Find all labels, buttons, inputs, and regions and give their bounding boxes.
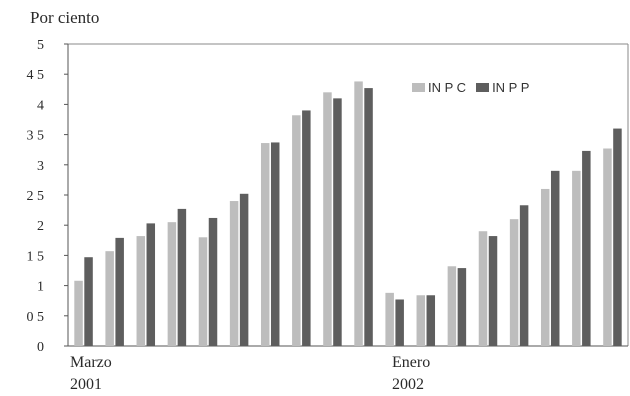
legend: IN P C IN P P (412, 80, 539, 95)
y-tick-label: 3 5 (27, 129, 45, 144)
bar-inpc-1 (74, 280, 83, 346)
bar-inpp-5 (208, 217, 218, 346)
bar-inpc-7 (260, 143, 270, 346)
bar-inpp-14 (488, 236, 498, 346)
legend-item-inpp: IN P P (476, 80, 529, 95)
bar-inpc-8 (292, 115, 301, 346)
bar-inpc-2 (105, 251, 114, 346)
bar-inpc-11 (385, 292, 394, 346)
x-category-month-start: Marzo (70, 354, 112, 371)
bar-inpp-15 (519, 205, 529, 346)
y-tick-label: 2 5 (27, 189, 45, 204)
y-tick-label: 0 5 (27, 310, 45, 325)
bar-inpp-12 (426, 295, 436, 346)
bar-inpp-3 (146, 223, 156, 346)
bar-inpp-11 (395, 299, 404, 346)
bar-inpc-4 (167, 222, 177, 346)
bar-inpc-10 (354, 81, 363, 346)
bar-inpp-1 (84, 257, 93, 346)
bar-inpp-4 (177, 208, 187, 346)
legend-swatch-inpc (412, 83, 425, 92)
y-tick-label: 5 (37, 38, 44, 53)
y-tick-label: 1 (37, 280, 44, 295)
y-tick-label: 3 (37, 159, 44, 174)
legend-label-inpp: IN P P (492, 80, 530, 95)
bar-inpc-14 (478, 231, 488, 346)
bar-inpp-16 (550, 170, 560, 346)
y-tick-label: 1 5 (27, 249, 45, 264)
bar-inpc-9 (323, 92, 332, 346)
y-tick-label: 4 (37, 98, 44, 113)
bar-inpc-18 (603, 148, 612, 346)
bar-inpp-2 (115, 237, 124, 346)
bar-inpc-17 (572, 170, 581, 346)
legend-item-inpc: IN P C (412, 80, 466, 95)
bar-inpp-7 (270, 142, 280, 346)
bar-inpp-18 (613, 128, 622, 346)
bar-inpc-13 (447, 266, 457, 346)
y-tick-label: 4 5 (27, 68, 45, 83)
x-category-label-mid: Enero 2002 (392, 352, 430, 396)
bar-inpp-8 (302, 110, 311, 346)
bar-inpp-10 (364, 88, 373, 346)
y-axis-title: Por ciento (30, 8, 100, 27)
legend-swatch-inpp (476, 83, 490, 92)
bar-inpc-16 (540, 188, 550, 346)
x-category-label-start: Marzo 2001 (70, 352, 112, 396)
bar-inpp-17 (582, 150, 591, 346)
bar-inpc-5 (198, 237, 208, 346)
bar-inpc-6 (229, 201, 239, 346)
bar-inpp-13 (457, 268, 467, 346)
y-tick-label: 2 (37, 219, 44, 234)
legend-label-inpc: IN P C (428, 80, 467, 95)
bar-inpp-9 (333, 98, 342, 346)
x-category-month-mid: Enero (392, 354, 431, 371)
bar-inpc-3 (136, 236, 146, 346)
y-tick-label: 0 (37, 340, 44, 355)
bar-inpc-12 (416, 295, 426, 346)
x-category-year-mid: 2002 (392, 376, 424, 393)
bar-inpp-6 (239, 193, 249, 346)
bar-inpc-15 (509, 219, 519, 346)
x-category-year-start: 2001 (70, 376, 102, 393)
